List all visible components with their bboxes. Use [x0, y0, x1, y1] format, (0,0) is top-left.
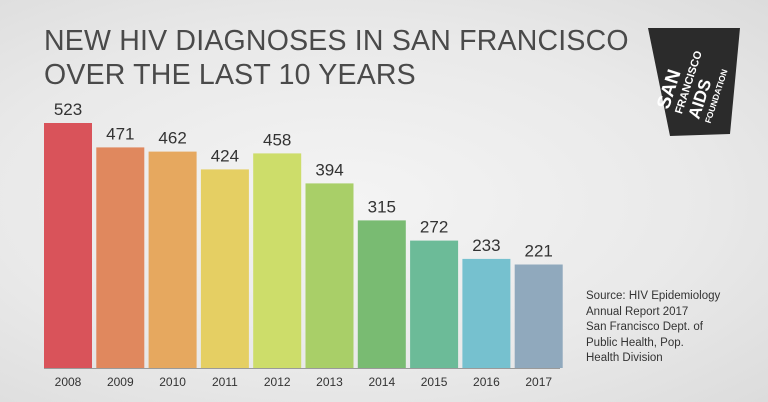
- bar-2016: [462, 258, 511, 368]
- value-label-2012: 458: [263, 130, 291, 149]
- x-tick-label-2012: 2012: [264, 375, 291, 389]
- x-tick-label-2015: 2015: [421, 375, 448, 389]
- chart-title-line-2: OVER THE LAST 10 YEARS: [44, 59, 416, 91]
- bars-group: [44, 123, 563, 368]
- value-labels-group: 523 471 462 424 458 394 315 272 233 221: [54, 100, 553, 261]
- logo-badge: [648, 28, 740, 136]
- source-line-5: Health Division: [586, 352, 663, 364]
- x-tick-label-2011: 2011: [212, 375, 238, 389]
- source-note: Source: HIV Epidemiology Annual Report 2…: [586, 289, 756, 367]
- bar-2017: [514, 264, 563, 368]
- value-label-2010: 462: [158, 129, 186, 148]
- x-tick-label-2013: 2013: [316, 375, 343, 389]
- x-tick-label-2017: 2017: [525, 375, 552, 389]
- value-label-2011: 424: [211, 146, 239, 165]
- bar-2010: [148, 151, 197, 368]
- value-label-2014: 315: [368, 197, 396, 216]
- bar-2008: [44, 123, 92, 368]
- value-label-2016: 233: [472, 236, 500, 255]
- source-line-3: San Francisco Dept. of: [586, 321, 703, 333]
- source-line-1: Source: HIV Epidemiology: [586, 290, 721, 302]
- x-tick-label-2010: 2010: [159, 375, 186, 389]
- value-label-2008: 523: [54, 100, 82, 119]
- source-line-4: Public Health, Pop.: [586, 336, 684, 349]
- chart-title: NEW HIV DIAGNOSES IN SAN FRANCISCO OVER …: [44, 24, 629, 92]
- sf-aids-foundation-logo: SAN FRANCISCO AIDS FOUNDATION: [648, 28, 740, 136]
- bar-2011: [200, 169, 249, 368]
- x-tick-label-2014: 2014: [368, 375, 395, 389]
- source-line-2: Annual Report 2017: [586, 305, 689, 318]
- value-label-2013: 394: [315, 160, 343, 179]
- bar-2014: [357, 220, 406, 368]
- value-label-2017: 221: [525, 242, 553, 261]
- bar-2015: [410, 240, 459, 368]
- value-label-2015: 272: [420, 218, 448, 237]
- x-tick-label-2009: 2009: [107, 375, 134, 389]
- bar-2009: [96, 147, 145, 368]
- x-tick-label-2016: 2016: [473, 375, 500, 389]
- bar-2013: [305, 183, 354, 368]
- tick-labels-group: 2008 2009 2010 2011 2012 2013 2014 2015 2016 2017: [55, 375, 553, 389]
- x-tick-label-2008: 2008: [55, 375, 82, 389]
- value-label-2009: 471: [106, 124, 134, 143]
- chart-title-line-1: NEW HIV DIAGNOSES IN SAN FRANCISCO: [44, 25, 629, 57]
- bar-2012: [253, 153, 302, 368]
